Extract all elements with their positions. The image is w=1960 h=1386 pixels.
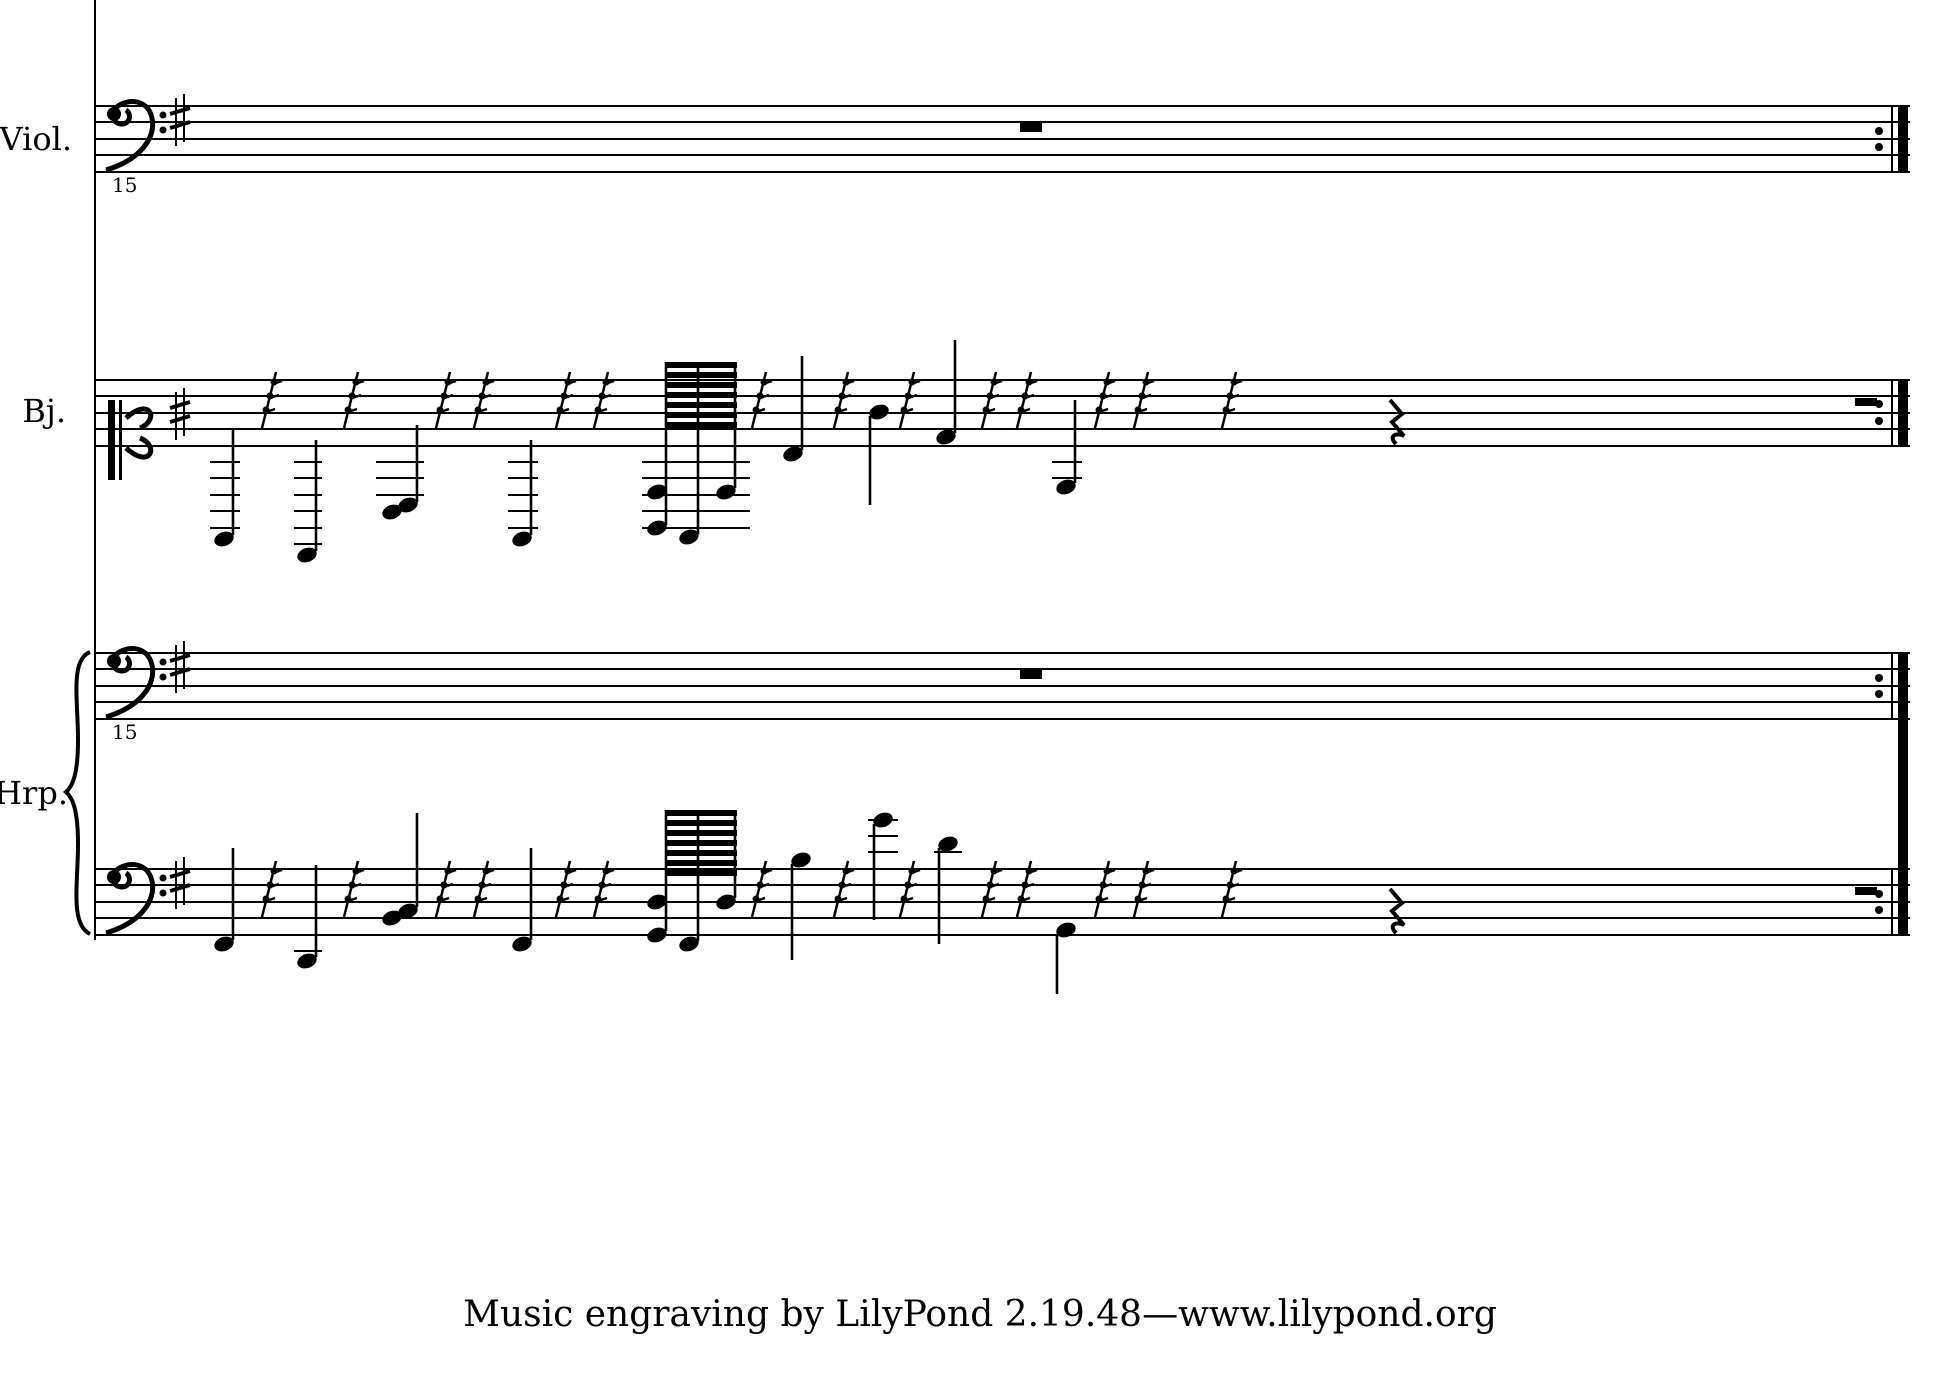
note (214, 848, 235, 952)
bass-clef-icon (105, 646, 167, 720)
note (210, 430, 240, 547)
quarter-rest (1388, 887, 1406, 935)
half-rest (1855, 398, 1877, 406)
note (868, 404, 889, 505)
thirty-second-rest (434, 860, 457, 918)
repeat-end-barline (1875, 106, 1908, 172)
staff-lines (95, 379, 1910, 447)
thirty-second-rest (434, 371, 457, 429)
thirty-second-rest (1132, 860, 1155, 918)
rests (260, 860, 1243, 918)
banjo-label: Bj. (22, 392, 66, 430)
note (783, 356, 804, 462)
thirty-second-rest (592, 371, 615, 429)
thirty-second-rest (980, 860, 1003, 918)
thirty-second-rest (592, 860, 615, 918)
thirty-second-rest (472, 371, 495, 429)
thirty-second-rest (980, 371, 1003, 429)
thirty-second-rest (554, 860, 577, 918)
sharp-icon (169, 388, 191, 440)
thirty-second-rest (898, 860, 921, 918)
harp-upper-staff: 15 (95, 641, 1910, 744)
clef-octave-mark: 15 (112, 173, 137, 197)
thirty-second-rest (260, 371, 283, 429)
bass-clef-icon (105, 99, 167, 173)
thirty-second-rest (554, 371, 577, 429)
note (1055, 922, 1076, 994)
note (868, 812, 898, 920)
harp-label: Hrp. (0, 774, 68, 812)
note (512, 848, 533, 952)
staff-lines (95, 105, 1910, 173)
note (508, 440, 538, 547)
thirty-second-rest (1220, 371, 1243, 429)
chord (382, 813, 419, 926)
viola-label: Viol. (0, 120, 72, 158)
thirty-second-rest (260, 860, 283, 918)
whole-rest (1020, 123, 1042, 132)
engraving-credit: Music engraving by LilyPond 2.19.48—www.… (463, 1294, 1497, 1335)
whole-rest (1020, 670, 1042, 679)
thirty-second-rest (472, 860, 495, 918)
viola-staff: Viol. 15 (0, 94, 1910, 197)
notes (210, 340, 1082, 563)
thirty-second-rest (750, 860, 773, 918)
banjo-staff: Bj. (22, 340, 1910, 563)
sharp-icon (169, 641, 191, 693)
thirty-second-rest (342, 860, 365, 918)
note (1052, 400, 1082, 495)
note (934, 836, 962, 944)
staff-lines (95, 868, 1910, 936)
thirty-second-rest (342, 371, 365, 429)
harp-group: Hrp. 15 (0, 641, 1910, 994)
rests (260, 371, 1243, 429)
bass-clef-icon (105, 862, 167, 936)
repeat-end-barline (1875, 380, 1908, 446)
note (294, 865, 322, 969)
thirty-second-rest (898, 371, 921, 429)
chord (376, 425, 424, 520)
beamed-group (642, 362, 750, 545)
thirty-second-rest (1093, 860, 1116, 918)
piano-brace (62, 650, 92, 936)
beamed-group (647, 810, 737, 952)
sharp-icon (169, 94, 191, 146)
thirty-second-rest (832, 371, 855, 429)
quarter-rest (1388, 398, 1406, 446)
staff-lines (95, 652, 1910, 720)
thirty-second-rest (1015, 371, 1038, 429)
thirty-second-rest (1132, 371, 1155, 429)
note (294, 440, 322, 563)
thirty-second-rest (750, 371, 773, 429)
thirty-second-rest (1015, 860, 1038, 918)
sharp-icon (169, 857, 191, 909)
alto-clef-icon (108, 400, 154, 480)
note (790, 852, 811, 960)
thirty-second-rest (1220, 860, 1243, 918)
thirty-second-rest (1093, 371, 1116, 429)
notes (214, 810, 1076, 994)
half-rest (1855, 887, 1877, 895)
note (936, 340, 957, 445)
thirty-second-rest (832, 860, 855, 918)
repeat-end-barline (1875, 653, 1908, 935)
clef-octave-mark: 15 (112, 720, 137, 744)
harp-lower-staff (95, 653, 1910, 994)
